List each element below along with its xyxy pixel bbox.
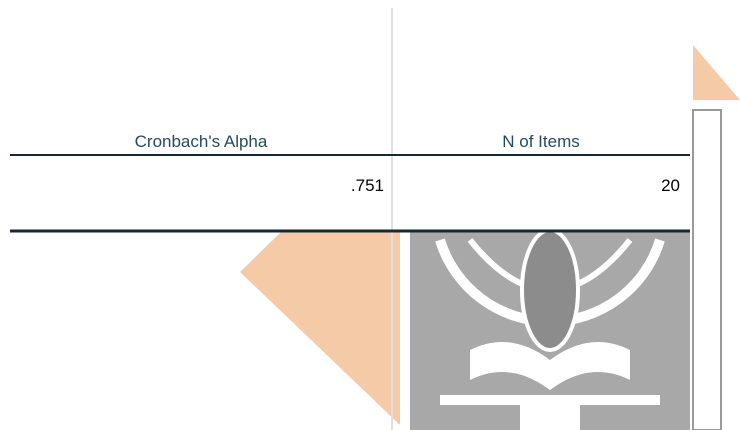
decor-triangle xyxy=(693,45,740,100)
decor-shape xyxy=(240,230,400,425)
watermark-emblem xyxy=(410,230,690,430)
background xyxy=(0,0,740,430)
table-cell: .751 xyxy=(10,176,384,196)
table-cell: 20 xyxy=(392,176,680,196)
page: Cronbach's Alpha N of Items .751 20 (() … xyxy=(0,0,740,430)
column-header: Cronbach's Alpha xyxy=(10,132,392,152)
column-header: N of Items xyxy=(392,132,690,152)
decor-box xyxy=(693,110,721,430)
